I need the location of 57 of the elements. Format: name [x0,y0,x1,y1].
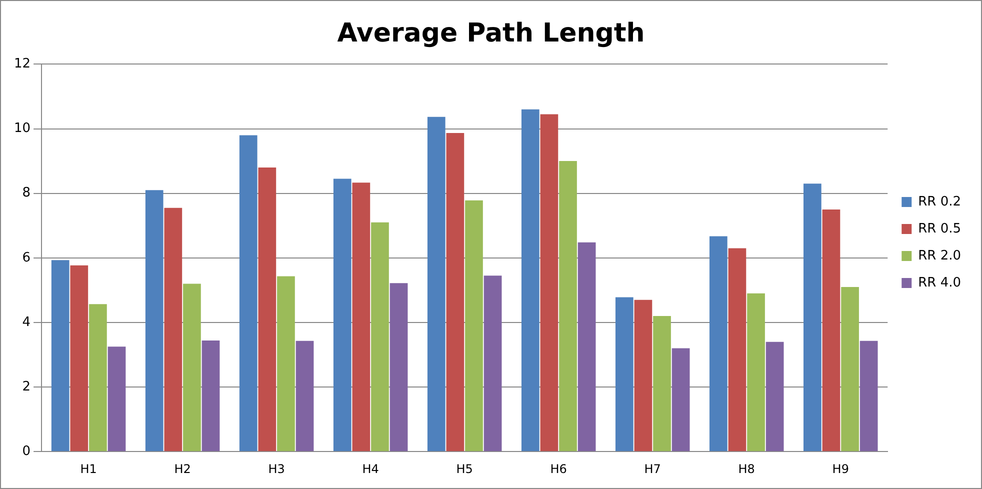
y-tick-label: 12 [14,56,31,72]
bar [296,340,314,452]
bar [164,208,182,452]
y-tick-label: 4 [22,314,31,330]
legend-label: RR 0.5 [918,221,962,236]
bar [578,242,596,452]
y-tick-label: 2 [22,379,31,394]
x-tick-label: H7 [644,462,661,476]
bar [559,161,577,452]
chart-title: Average Path Length [337,18,645,48]
bar [672,348,690,452]
bar [145,190,164,452]
y-tick-label: 0 [22,444,31,459]
bar [653,316,671,452]
x-tick-label: H2 [174,462,191,476]
bar [108,346,126,452]
bar [465,200,483,452]
bar [728,248,746,452]
bar [841,286,859,452]
bar [540,114,558,452]
x-tick-label: H9 [832,462,849,476]
bar [766,342,784,452]
x-tick-label: H3 [268,462,285,476]
bar [484,276,502,452]
bar [803,184,822,452]
bar [183,284,201,452]
bar [747,293,765,452]
bar [258,168,276,452]
bar [371,222,389,452]
bar [822,209,840,452]
bar [352,182,370,452]
legend-label: RR 2.0 [918,248,962,264]
bar [390,283,408,452]
bar [333,178,352,452]
bar [860,340,878,452]
bar [70,265,88,452]
y-tick-label: 8 [22,186,31,201]
x-tick-label: H4 [362,462,379,476]
bar [239,135,258,452]
bar [277,276,295,452]
x-tick-label: H6 [550,462,567,476]
bar [427,116,446,452]
x-tick-label: H8 [738,462,755,476]
y-tick-label: 10 [14,121,31,136]
bar [709,236,728,452]
y-tick-label: 6 [22,250,31,266]
bar [615,297,634,452]
x-tick-label: H1 [80,462,97,476]
bar [89,304,107,452]
x-tick-label: H5 [456,462,473,476]
bar [202,340,220,452]
bar [51,260,70,452]
legend-label: RR 4.0 [918,275,962,290]
bar [521,109,540,452]
bar [446,132,464,452]
legend-label: RR 0.2 [918,194,962,210]
bar [634,300,652,452]
